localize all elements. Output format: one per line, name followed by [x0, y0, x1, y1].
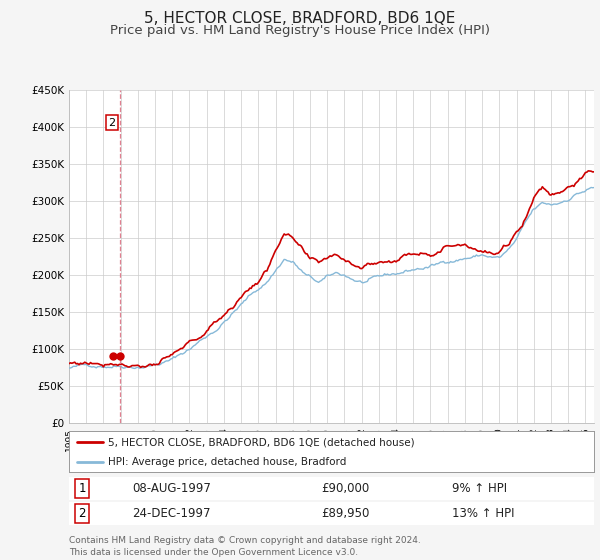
Text: 13% ↑ HPI: 13% ↑ HPI	[452, 507, 515, 520]
Text: 9% ↑ HPI: 9% ↑ HPI	[452, 482, 508, 495]
Text: £90,000: £90,000	[321, 482, 369, 495]
Text: 1: 1	[79, 482, 86, 495]
Text: £89,950: £89,950	[321, 507, 370, 520]
Text: HPI: Average price, detached house, Bradford: HPI: Average price, detached house, Brad…	[109, 457, 347, 466]
Text: 2: 2	[108, 118, 115, 128]
Text: Contains HM Land Registry data © Crown copyright and database right 2024.
This d: Contains HM Land Registry data © Crown c…	[69, 536, 421, 557]
Text: Price paid vs. HM Land Registry's House Price Index (HPI): Price paid vs. HM Land Registry's House …	[110, 24, 490, 37]
Text: 2: 2	[79, 507, 86, 520]
Text: 5, HECTOR CLOSE, BRADFORD, BD6 1QE: 5, HECTOR CLOSE, BRADFORD, BD6 1QE	[145, 11, 455, 26]
Text: 08-AUG-1997: 08-AUG-1997	[132, 482, 211, 495]
Text: 24-DEC-1997: 24-DEC-1997	[132, 507, 211, 520]
Text: 5, HECTOR CLOSE, BRADFORD, BD6 1QE (detached house): 5, HECTOR CLOSE, BRADFORD, BD6 1QE (deta…	[109, 437, 415, 447]
